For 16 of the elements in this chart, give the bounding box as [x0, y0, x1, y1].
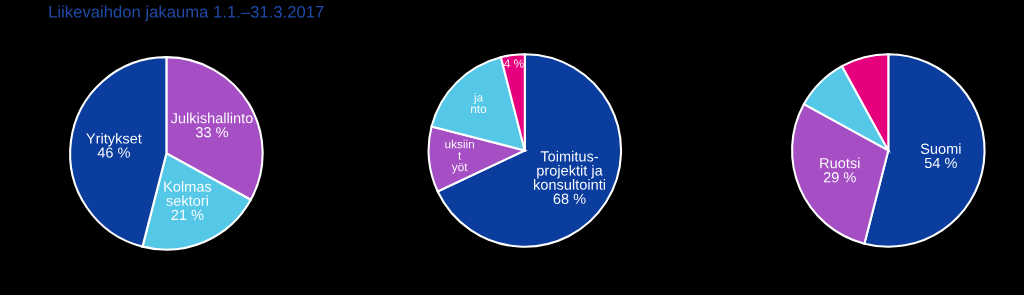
slice-label: Suomi	[920, 143, 961, 154]
data-label: 68 %	[553, 193, 586, 204]
data-label: 21 %	[171, 209, 204, 220]
slice-label: Kolmas sektori	[164, 181, 212, 206]
slice-label: uksiin t yöt	[445, 139, 474, 174]
data-label: 54 %	[924, 157, 957, 169]
slice-label: Ruotsi	[820, 157, 860, 169]
slice-label: Toimitus- projektit ja konsultointi	[534, 150, 605, 190]
slice-label: Julkishallinto	[170, 112, 253, 124]
data-label: 33 %	[195, 127, 229, 138]
slice-label: ja nto	[471, 92, 487, 114]
data-label: 29 %	[823, 172, 856, 183]
data-label: 46 %	[97, 147, 130, 158]
chart-title: Liikevaihdon jakauma 1.1.–31.3.2017	[49, 5, 324, 22]
slice-label: Yritykset	[86, 132, 142, 147]
data-label: 4 %	[504, 59, 524, 68]
